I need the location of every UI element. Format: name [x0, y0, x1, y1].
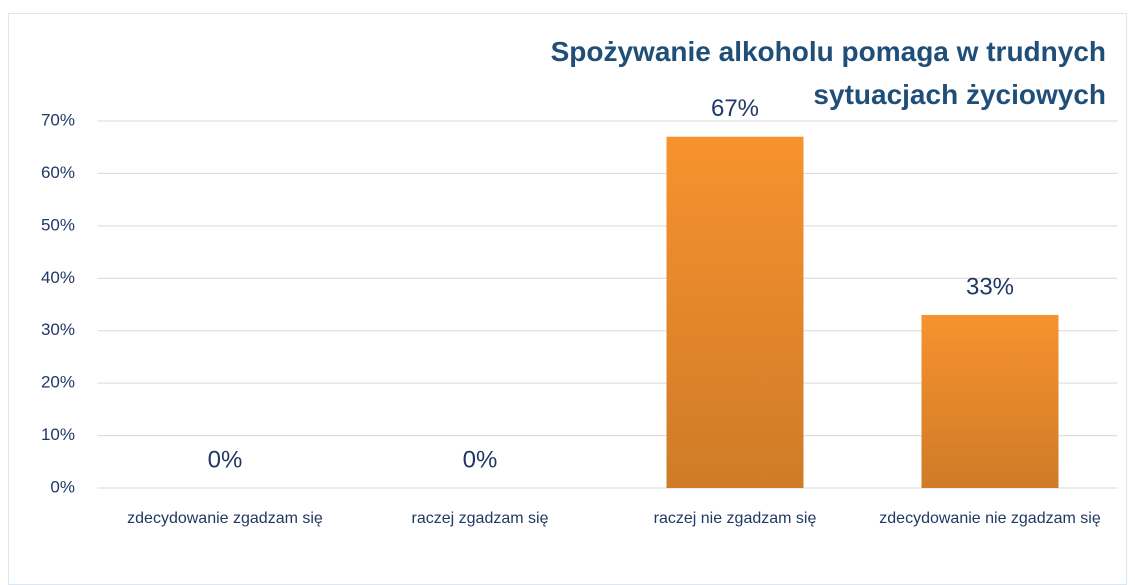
x-tick-label: raczej nie zgadzam się [653, 510, 817, 527]
x-tick-label: raczej zgadzam się [411, 510, 549, 527]
y-tick-label: 30% [41, 320, 75, 339]
chart-title: Spożywanie alkoholu pomaga w trudnych sy… [550, 36, 1106, 110]
x-tick-label: zdecydowanie nie zgadzam się [879, 510, 1101, 527]
y-tick-label: 0% [50, 477, 75, 496]
y-tick-label: 20% [41, 373, 75, 392]
page: {"chart_data": {"type": "bar", "title": … [8, 13, 1127, 585]
data-label: 0% [463, 446, 498, 473]
y-tick-label: 50% [41, 215, 75, 234]
y-tick-label: 60% [41, 163, 75, 182]
data-label: 33% [966, 273, 1014, 300]
x-tick-label: zdecydowanie zgadzam się [127, 510, 323, 527]
bar [921, 314, 1059, 488]
chart: 0% 10% 20% 30% 40% 50% 60% 70% 0% 0% 67% 33% [41, 95, 1118, 496]
y-tick-label: 10% [41, 425, 75, 444]
data-label: 0% [208, 446, 243, 473]
y-tick-label: 70% [41, 110, 75, 129]
y-tick-label: 40% [41, 268, 75, 287]
data-label: 67% [711, 95, 759, 122]
bar [666, 136, 804, 488]
